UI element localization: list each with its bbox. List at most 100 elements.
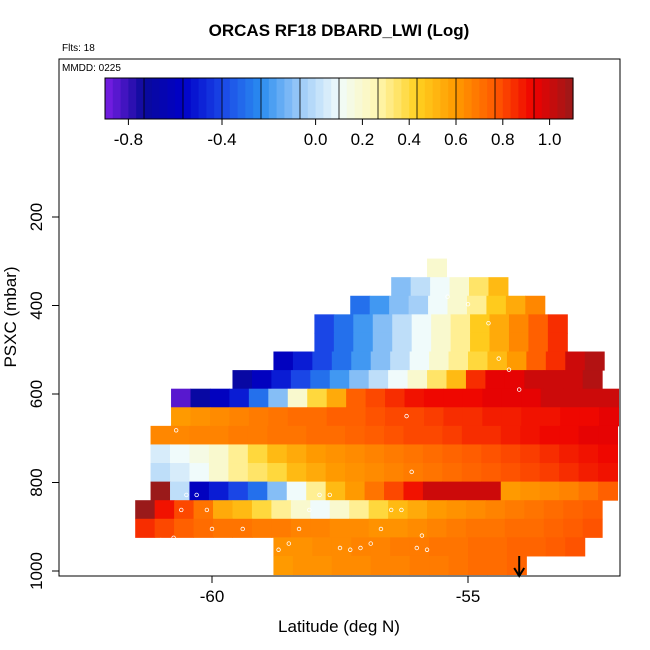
heatmap-cell <box>466 295 487 315</box>
heatmap-cell <box>135 500 156 520</box>
heatmap-cell <box>409 555 430 576</box>
colorbar: -0.8 -0.4 0.0 0.2 0.4 0.6 0.8 1.0 <box>104 77 574 149</box>
heatmap-cell <box>307 407 328 427</box>
heatmap-cell <box>539 481 560 501</box>
heatmap-cell <box>325 463 346 483</box>
heatmap-cell <box>489 332 510 353</box>
colorbar-tick-label: 0.8 <box>491 130 515 149</box>
colorbar-tick-label: -0.4 <box>207 130 236 149</box>
colorbar-step <box>183 78 192 119</box>
colorbar-step <box>167 78 176 119</box>
heatmap-cell <box>174 518 195 538</box>
heatmap-cell <box>287 388 308 408</box>
heatmap-cell <box>390 537 411 557</box>
heatmap-cell <box>461 444 482 464</box>
heatmap-cell <box>385 388 406 408</box>
heatmap-cell <box>267 425 288 445</box>
heatmap-cell <box>422 463 443 483</box>
heatmap-cell <box>431 314 452 334</box>
colorbar-tick-label: 0.2 <box>351 130 375 149</box>
heatmap-cell <box>465 500 486 520</box>
heatmap-cell <box>326 388 347 408</box>
heatmap-cell <box>209 407 230 427</box>
colorbar-step <box>128 78 137 119</box>
sample-point <box>517 387 522 392</box>
heatmap-cell <box>545 351 566 371</box>
x-axis: -60 -55 <box>200 576 480 606</box>
sample-point <box>166 544 171 549</box>
heatmap-cell <box>446 500 467 520</box>
heatmap-cell <box>388 518 409 538</box>
heatmap-cell <box>251 518 272 538</box>
heatmap-cell <box>559 425 580 445</box>
heatmap-cell <box>448 555 469 576</box>
heatmap-cell <box>442 425 463 445</box>
y-axis-label: PSXC (mbar) <box>1 266 20 367</box>
heatmap-cell <box>189 481 210 501</box>
sample-points <box>158 294 522 552</box>
sample-point <box>378 526 384 532</box>
heatmap-cell <box>247 444 268 464</box>
heatmap-cell <box>508 332 529 353</box>
heatmap-cell <box>189 463 210 483</box>
heatmap-cell <box>353 332 374 353</box>
heatmap-cell <box>543 370 564 390</box>
colorbar-step <box>261 78 270 119</box>
y-tick-label: 1000 <box>27 552 46 590</box>
colorbar-step <box>362 78 371 119</box>
down-arrow-icon <box>513 556 526 578</box>
heatmap-cell <box>312 537 333 557</box>
heatmap-cell <box>170 425 190 445</box>
heatmap-cell <box>384 463 404 483</box>
sample-point <box>327 492 332 498</box>
heatmap-cell <box>384 425 404 445</box>
colorbar-step <box>190 78 200 119</box>
y-axis: 200 400 600 800 1000 <box>27 203 59 590</box>
heatmap-cell <box>350 295 371 315</box>
colorbar-step <box>237 78 246 119</box>
heatmap-cell <box>135 518 156 538</box>
heatmap-cell <box>427 370 447 390</box>
heatmap-cell <box>506 351 527 371</box>
heatmap-cell <box>228 481 249 501</box>
sample-point <box>496 356 501 361</box>
heatmap-cell <box>310 518 331 538</box>
heatmap-cell <box>384 481 404 501</box>
heatmap-cell <box>268 407 289 427</box>
heatmap-cell <box>449 277 470 297</box>
heatmap-cell <box>521 407 542 427</box>
heatmap-cell <box>500 463 521 483</box>
heatmap-cell <box>208 425 229 445</box>
heatmap-cell <box>578 425 599 445</box>
heatmap-cell <box>520 481 541 501</box>
heatmap-cell <box>520 463 541 483</box>
heatmap-cell <box>189 425 210 445</box>
heatmap-cell <box>171 388 191 408</box>
heatmap-cell <box>208 444 229 464</box>
heatmap-cell <box>422 425 443 445</box>
heatmap-cell <box>364 481 385 501</box>
sample-point <box>486 321 491 326</box>
heatmap-cell <box>486 295 507 315</box>
sample-point <box>424 547 430 552</box>
sample-point <box>266 545 271 551</box>
heatmap-cell <box>307 388 328 408</box>
heatmap-cell <box>461 481 482 501</box>
heatmap-cell <box>370 351 391 371</box>
heatmap-cell <box>584 351 605 371</box>
colorbar-step <box>284 78 293 119</box>
colorbar-step <box>495 78 504 119</box>
heatmap-cell <box>427 500 447 520</box>
colorbar-step <box>440 78 449 119</box>
sample-point <box>161 544 166 549</box>
heatmap-cell <box>271 500 292 520</box>
colorbar-step <box>323 78 332 119</box>
heatmap-cell <box>251 370 272 390</box>
heatmap-cell <box>563 370 584 390</box>
heatmap-cell <box>404 407 425 427</box>
heatmap-cell <box>209 388 230 408</box>
colorbar-step <box>229 78 239 119</box>
heatmap-cell <box>273 537 294 557</box>
heatmap-cell <box>504 370 525 390</box>
heatmap-cell <box>228 425 249 445</box>
